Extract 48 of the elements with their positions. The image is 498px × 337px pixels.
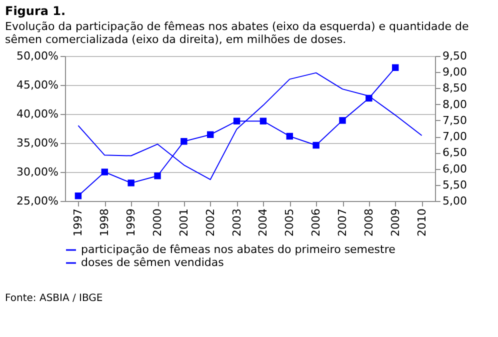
point xyxy=(154,172,161,180)
y2-tick-label: 8,50 xyxy=(442,82,467,95)
y2-tick-label: 7,50 xyxy=(442,114,467,127)
y2-tick-label: 6,00 xyxy=(442,162,467,176)
point xyxy=(233,118,240,124)
x-tick-label: 2006 xyxy=(310,208,323,236)
y2-tick-label: 6,50 xyxy=(442,146,467,160)
chart-subtitle: Evolução da participação de fêmeas nos abates (eixo da esquerda) e quantidade de sêmen comercializada (eixo da direita), em milhões de doses. xyxy=(5,20,469,46)
y2-tick-label: 9,00 xyxy=(442,66,467,79)
point xyxy=(101,168,108,176)
x-tick-label: 2005 xyxy=(283,208,296,236)
point xyxy=(74,192,82,200)
point xyxy=(260,118,267,124)
point xyxy=(392,64,399,71)
chart-title: Figura 1. xyxy=(5,4,66,18)
x-tick-label: 2001 xyxy=(177,208,190,236)
y-tick-label: 25,00% xyxy=(16,194,58,208)
y2-tick-label: 7,00 xyxy=(442,130,467,144)
point xyxy=(312,142,320,149)
y-tick-label: 30,00% xyxy=(16,166,58,178)
point xyxy=(180,138,188,145)
x-tick-label: 2007 xyxy=(336,208,349,236)
point xyxy=(207,131,214,138)
x-tick-label: 2009 xyxy=(388,208,402,236)
x-tick-label: 2010 xyxy=(415,208,428,236)
y2-tick-label: 9,50 xyxy=(442,50,467,62)
y2-tick-label: 5,00 xyxy=(442,194,467,208)
x-tick-label: 2002 xyxy=(204,208,217,236)
x-tick-label: 1998 xyxy=(98,208,112,236)
y2-tick-label: 5,50 xyxy=(442,178,467,192)
legend-label: participação de fêmeas nos abates do primeiro semestre xyxy=(81,243,396,256)
x-tick-label: 1997 xyxy=(72,208,85,236)
point xyxy=(339,117,346,124)
x-tick-label: 2000 xyxy=(151,208,164,236)
point xyxy=(366,94,372,102)
y-tick-label: 45,00% xyxy=(16,78,58,92)
x-tick-label: 2008 xyxy=(362,208,376,236)
x-tick-label: 2004 xyxy=(256,208,270,236)
point xyxy=(286,132,293,140)
y-tick-label: 50,00% xyxy=(16,50,58,62)
point xyxy=(128,180,134,186)
y-tick-label: 40,00% xyxy=(16,108,58,120)
source-note: Fonte: ASBIA / IBGE xyxy=(5,293,103,304)
y2-tick-label: 8,00 xyxy=(442,98,467,111)
x-tick-label: 2003 xyxy=(230,208,244,236)
x-tick-label: 1999 xyxy=(124,208,138,236)
legend-label: doses de sêmen vendidas xyxy=(81,256,224,269)
y-tick-label: 35,00% xyxy=(16,136,58,150)
